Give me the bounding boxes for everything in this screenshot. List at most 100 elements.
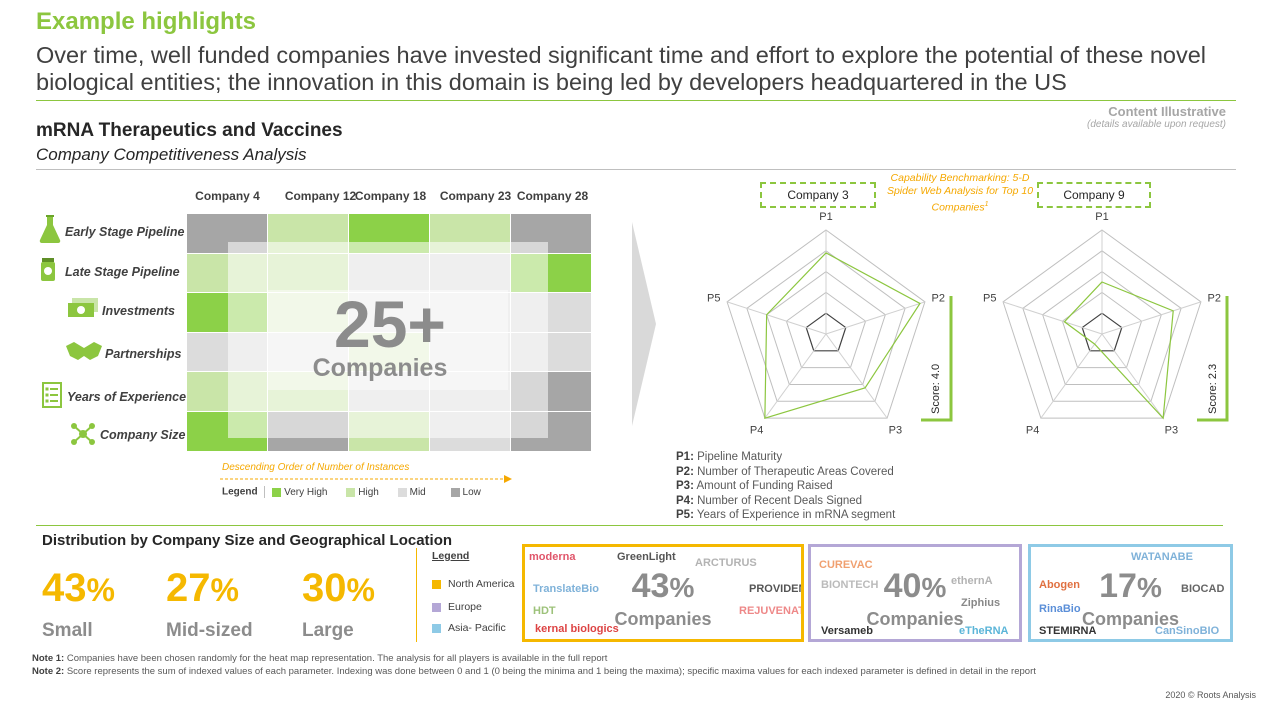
spider-axis-label: P4	[750, 424, 763, 436]
money-icon	[68, 298, 98, 317]
row-label: Partnerships	[105, 347, 182, 361]
details-note: (details available upon request)	[1087, 119, 1226, 130]
score-label: Score: 2.3	[1207, 363, 1219, 414]
column-header: Company 4	[195, 189, 260, 203]
spider-axis-label: P3	[889, 424, 902, 436]
company-logo: Versameb	[821, 625, 873, 637]
spider-charts: P1 P2 P3 P4 P5 P1 P2 P3 P4 P5	[707, 211, 1229, 436]
spider-grid-ring	[1081, 312, 1123, 352]
region-box-asia-pacific: WATANABE STEMIRNA BIOCAD Abogen RinaBio …	[1028, 544, 1233, 642]
geo-legend-north-america: North America	[432, 578, 515, 590]
size-label: Small	[42, 620, 93, 641]
spider-company-label: Company 3	[760, 182, 876, 208]
company-logo: WATANABE	[1131, 551, 1193, 563]
row-label: Early Stage Pipeline	[65, 225, 185, 239]
geo-legend-asia-pacific: Asia- Pacific	[432, 622, 506, 634]
legend-item-mid: Mid	[397, 487, 426, 498]
row-label: Years of Experience	[67, 390, 187, 404]
company-logo: moderna	[529, 551, 576, 563]
handshake-icon	[66, 342, 102, 360]
parameter-item: P5: Years of Experience in mRNA segment	[676, 509, 896, 521]
spider-grid-ring	[766, 270, 886, 385]
score-bracket	[921, 296, 953, 422]
geo-legend-europe: Europe	[432, 601, 482, 613]
spider-axis-label: P2	[1207, 293, 1220, 305]
company-logo: GreenLight	[617, 551, 676, 563]
spider-grid-ring	[726, 229, 926, 419]
company-logo: eTheRNA	[959, 625, 1009, 637]
section-divider	[36, 169, 1236, 170]
company-logo: CanSinoBIO	[1155, 625, 1220, 637]
spider-series	[764, 252, 921, 419]
region-percent: 40%	[883, 567, 947, 605]
region-companies-label: Companies	[866, 609, 964, 629]
spider-grid-ring	[746, 250, 906, 402]
company-logo: HDT	[533, 605, 556, 617]
company-logo: RinaBio	[1039, 603, 1081, 615]
section-title: mRNA Therapeutics and Vaccines	[36, 120, 343, 141]
spider-grid-ring	[1042, 270, 1162, 385]
company-logo: Abogen	[1039, 579, 1080, 591]
spider-axis-line	[825, 333, 888, 419]
legend-item-very-high: Very High	[272, 487, 327, 498]
spider-axis-line	[726, 301, 827, 335]
region-percent: 17%	[1099, 567, 1162, 605]
spider-company-label: Company 9	[1037, 182, 1151, 208]
legend-divider	[416, 548, 417, 642]
spider-axis-line	[1002, 301, 1103, 335]
company-logo: kernal biologics	[535, 623, 619, 635]
spider-grid-ring	[805, 312, 847, 352]
region-percent: 43%	[631, 567, 695, 605]
size-percent-small: 43%	[42, 566, 115, 610]
company-logo: REJUVENATION	[739, 605, 804, 617]
spider-axis-label: P4	[1026, 424, 1039, 436]
heatmap-fade-overlay-inner	[268, 290, 508, 390]
header-divider	[36, 100, 1236, 101]
distribution-title: Distribution by Company Size and Geograp…	[42, 532, 453, 549]
footer-copyright: 2020 © Roots Analysis	[1165, 690, 1256, 700]
order-arrow-icon	[220, 475, 512, 483]
order-note: Descending Order of Number of Instances	[222, 462, 410, 473]
flask-icon	[39, 215, 61, 244]
company-logo: CUREVAC	[819, 559, 873, 571]
spider-axis-line	[1101, 301, 1202, 335]
spider-grid-ring	[1022, 250, 1182, 402]
company-count-label: Companies	[312, 354, 448, 382]
note-1: Note 1: Companies have been chosen rando…	[32, 653, 608, 664]
region-box-north-america: moderna GreenLight TranslateBio HDT kern…	[522, 544, 804, 642]
heatmap-legend: Legend Very High High Mid Low	[222, 486, 481, 498]
spider-axis-label: P1	[819, 211, 832, 223]
parameter-item: P1: Pipeline Maturity	[676, 451, 783, 463]
spider-caption: Capability Benchmarking: 5-D Spider Web …	[886, 172, 1034, 214]
spider-axis-label: P2	[931, 293, 944, 305]
company-logo: PROVIDENCE	[749, 583, 801, 595]
spider-axis-line	[1040, 333, 1103, 419]
heatmap-fade-overlay	[228, 242, 548, 438]
row-label: Investments	[102, 304, 175, 318]
legend-title: Legend	[222, 486, 258, 498]
network-icon	[71, 423, 95, 445]
size-label: Mid-sized	[166, 620, 253, 641]
score-bracket	[1197, 296, 1229, 422]
spider-grid-ring	[1002, 229, 1202, 419]
section-subtitle: Company Competitiveness Analysis	[36, 145, 307, 164]
size-percent-mid: 27%	[166, 566, 239, 610]
legend-item-high: High	[346, 487, 379, 498]
distribution-divider	[36, 525, 1223, 526]
parameter-item: P4: Number of Recent Deals Signed	[676, 494, 863, 507]
spider-axis-line	[825, 301, 926, 335]
spider-grid-ring	[785, 291, 867, 369]
content-illustrative-note: Content Illustrative (details available …	[1087, 104, 1226, 130]
company-logo: STEMIRNA	[1039, 625, 1097, 637]
geo-legend-title: Legend	[432, 550, 470, 562]
spider-axis-line	[1101, 333, 1164, 419]
chevron-right-icon	[632, 222, 656, 426]
pill-bottle-icon	[41, 258, 55, 281]
row-label: Late Stage Pipeline	[65, 265, 180, 279]
company-count: 25+	[334, 287, 446, 361]
page-subtitle: Over time, well funded companies have in…	[36, 42, 1207, 95]
spider-series	[1063, 281, 1174, 420]
note-2: Note 2: Score represents the sum of inde…	[32, 666, 1036, 677]
column-header: Company 18	[354, 189, 427, 203]
spider-axis-label: P3	[1165, 424, 1178, 436]
